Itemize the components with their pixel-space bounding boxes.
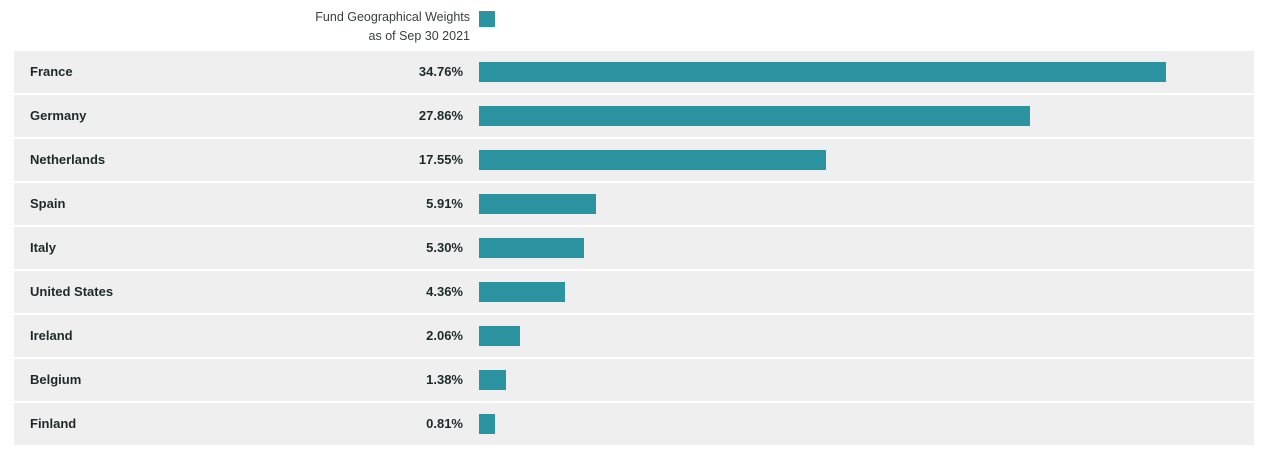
category-label: Spain [30, 196, 66, 211]
chart-row: Netherlands 17.55% [14, 139, 1254, 181]
value-label: 34.76% [418, 64, 463, 79]
category-label: United States [30, 284, 114, 299]
value-label: 4.36% [426, 284, 463, 299]
chart-row: France 34.76% [14, 51, 1254, 93]
legend-label-line1: Fund Geographical Weights [315, 10, 470, 24]
chart-row: Spain 5.91% [14, 183, 1254, 225]
legend-swatch [479, 11, 495, 27]
category-label: Netherlands [30, 152, 106, 167]
chart-row: Belgium 1.38% [14, 359, 1254, 401]
category-label: Belgium [30, 372, 82, 387]
legend-label-line2: as of Sep 30 2021 [368, 29, 470, 43]
value-label: 5.30% [426, 240, 463, 255]
category-label: France [30, 64, 73, 79]
chart-row: Italy 5.30% [14, 227, 1254, 269]
chart-row: United States 4.36% [14, 271, 1254, 313]
category-label: Finland [30, 416, 77, 431]
bar [479, 194, 596, 214]
bar [479, 150, 826, 170]
bar [479, 370, 507, 390]
value-label: 5.91% [426, 196, 463, 211]
bar [479, 106, 1030, 126]
chart-legend: Fund Geographical Weights as of Sep 30 2… [0, 8, 470, 46]
value-label: 1.38% [426, 372, 463, 387]
bar [479, 326, 520, 346]
value-label: 0.81% [426, 416, 463, 431]
chart-row: Ireland 2.06% [14, 315, 1254, 357]
bar [479, 282, 566, 302]
chart-row: Germany 27.86% [14, 95, 1254, 137]
category-label: Ireland [30, 328, 73, 343]
bar [479, 238, 584, 258]
value-label: 2.06% [426, 328, 463, 343]
bar [479, 414, 495, 434]
value-label: 27.86% [418, 108, 463, 123]
value-label: 17.55% [418, 152, 463, 167]
category-label: Germany [30, 108, 87, 123]
bar [479, 62, 1166, 82]
bar-chart: France 34.76% Germany 27.86% Netherlands 17.5… [14, 51, 1254, 445]
chart-row: Finland 0.81% [14, 403, 1254, 445]
category-label: Italy [30, 240, 57, 255]
